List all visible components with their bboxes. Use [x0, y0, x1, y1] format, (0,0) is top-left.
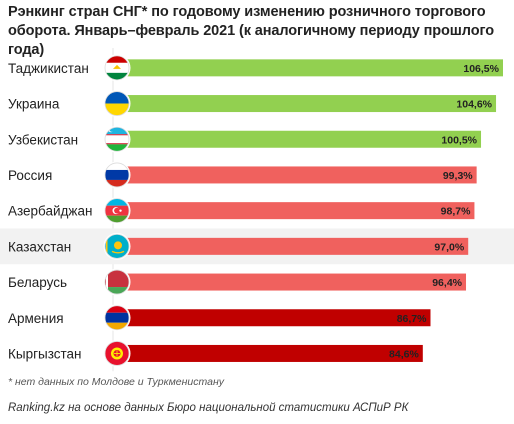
bar — [113, 237, 469, 255]
value-label: 96,4% — [432, 277, 462, 289]
kyrgyzstan-flag-icon — [103, 339, 131, 367]
chart-title: Рэнкинг стран СНГ* по годовому изменению… — [8, 4, 494, 58]
category-label: Армения — [8, 311, 64, 326]
azerbaijan-flag-icon — [103, 197, 131, 225]
category-label: Азербайджан — [8, 204, 92, 219]
bar — [113, 344, 423, 362]
bar — [113, 166, 477, 184]
bar — [113, 202, 475, 220]
armenia-flag-icon — [103, 304, 131, 332]
value-label: 86,7% — [397, 313, 427, 325]
chart-row: Россия 99,3% — [8, 161, 477, 189]
category-label: Россия — [8, 168, 52, 183]
bar-chart: Таджикистан 106,5% Украина 104,6% Узбекистан… — [0, 48, 514, 372]
source-note: Ranking.kz на основе данных Бюро национа… — [8, 402, 409, 414]
bar — [113, 130, 482, 148]
category-label: Украина — [8, 97, 60, 112]
chart-row: Украина 104,6% — [8, 90, 497, 118]
category-label: Казахстан — [8, 239, 71, 254]
category-label: Узбекистан — [8, 132, 78, 147]
uzbekistan-flag-icon — [103, 125, 131, 153]
chart-row: Казахстан 97,0% — [0, 228, 514, 265]
kazakhstan-flag-icon — [103, 232, 131, 260]
bar — [113, 59, 503, 77]
value-label: 106,5% — [463, 63, 499, 75]
bar — [113, 95, 497, 113]
chart-row: Беларусь 96,4% — [8, 268, 467, 296]
footnote: * нет данных по Молдове и Туркменистану — [8, 376, 224, 388]
chart-row: Узбекистан 100,5% — [8, 125, 482, 153]
ukraine-flag-icon — [103, 90, 131, 118]
russia-flag-icon — [103, 161, 131, 189]
value-label: 100,5% — [441, 134, 477, 146]
category-label: Беларусь — [8, 275, 67, 290]
category-label: Таджикистан — [8, 61, 89, 76]
tajikistan-flag-icon — [103, 54, 131, 82]
category-label: Кыргызстан — [8, 346, 82, 361]
value-label: 99,3% — [443, 170, 473, 182]
bar — [113, 309, 431, 327]
value-label: 97,0% — [434, 241, 464, 253]
chart-row: Азербайджан 98,7% — [8, 197, 475, 225]
value-label: 84,6% — [389, 348, 419, 360]
belarus-flag-icon — [103, 268, 131, 296]
chart-row: Армения 86,7% — [8, 304, 431, 332]
chart-row: Таджикистан 106,5% — [8, 54, 503, 82]
bar — [113, 273, 467, 291]
chart-row: Кыргызстан 84,6% — [8, 339, 423, 367]
value-label: 98,7% — [441, 206, 471, 218]
value-label: 104,6% — [456, 99, 492, 111]
